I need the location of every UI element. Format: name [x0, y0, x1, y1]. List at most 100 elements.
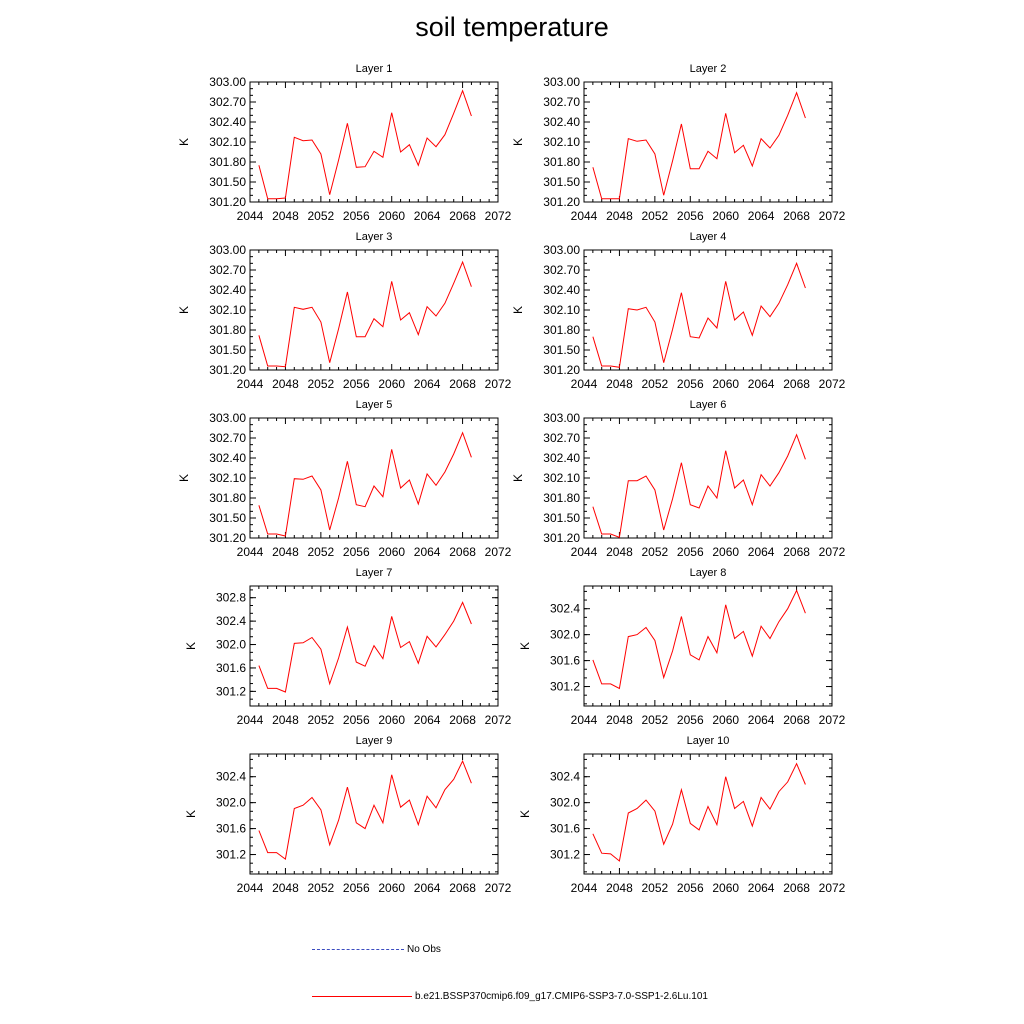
x-tick-label: 2044: [237, 209, 264, 223]
y-tick-label: 302.0: [550, 796, 580, 810]
x-tick-label: 2072: [485, 713, 512, 727]
y-tick-label: 301.50: [209, 511, 246, 525]
y-tick-label: 302.40: [543, 283, 580, 297]
x-tick-label: 2068: [783, 713, 810, 727]
chart-title: Layer 1: [356, 63, 393, 75]
chart-panel-5: Layer 5 2044 2048 2052 2056 2060 2064 2068 2072 3…: [177, 399, 512, 559]
x-tick-label: 2060: [712, 545, 739, 559]
series-line-1: [258, 759, 472, 860]
y-tick-label: 302.10: [209, 135, 246, 149]
y-tick-label: 302.10: [209, 471, 246, 485]
x-tick-label: 2068: [449, 209, 476, 223]
plot-frame: [249, 753, 499, 875]
y-tick-label: 303.00: [543, 411, 580, 425]
y-tick-label: 302.70: [209, 263, 246, 277]
y-tick-label: 301.50: [543, 175, 580, 189]
x-tick-label: 2044: [237, 881, 264, 895]
y-tick-label: 301.6: [550, 822, 580, 836]
y-tick-label: 302.10: [543, 303, 580, 317]
y-tick-label: 302.4: [550, 770, 580, 784]
x-tick-label: 2072: [485, 881, 512, 895]
chart-panel-4: Layer 4 2044 2048 2052 2056 2060 2064 2068 2072 3…: [511, 231, 846, 391]
x-tick-label: 2044: [571, 881, 598, 895]
x-tick-label: 2052: [642, 545, 669, 559]
y-tick-label: 301.80: [209, 155, 246, 169]
chart-panel-9: Layer 9 2044 2048 2052 2056 2060 2064 2068 2072 3…: [184, 735, 512, 895]
y-tick-label: 302.70: [209, 431, 246, 445]
x-tick-label: 2044: [571, 209, 598, 223]
x-tick-label: 2072: [485, 209, 512, 223]
chart-title: Layer 5: [356, 399, 393, 411]
y-tick-label: 302.4: [216, 770, 246, 784]
legend-label-no-obs: No Obs: [407, 944, 441, 955]
series-line-1: [592, 762, 806, 862]
y-tick-label: 302.40: [543, 451, 580, 465]
x-tick-label: 2064: [414, 545, 441, 559]
x-tick-label: 2048: [272, 545, 299, 559]
x-tick-label: 2044: [571, 713, 598, 727]
y-axis-label: K: [177, 474, 191, 482]
x-tick-label: 2072: [485, 377, 512, 391]
chart-title: Layer 3: [356, 231, 393, 243]
y-tick-label: 302.4: [216, 614, 246, 628]
x-tick-label: 2060: [378, 713, 405, 727]
y-tick-label: 301.2: [550, 680, 580, 694]
chart-panel-7: Layer 7 2044 2048 2052 2056 2060 2064 2068 2072 3…: [184, 567, 512, 727]
y-axis-label: K: [177, 306, 191, 314]
y-tick-label: 301.2: [216, 848, 246, 862]
y-tick-label: 301.20: [543, 531, 580, 545]
x-tick-label: 2064: [748, 377, 775, 391]
x-tick-label: 2068: [783, 377, 810, 391]
series-line-1: [258, 89, 472, 200]
x-tick-label: 2060: [712, 209, 739, 223]
y-axis-label: K: [511, 138, 525, 146]
plot-frame: [583, 417, 833, 539]
plot-frame: [583, 753, 833, 875]
x-tick-label: 2056: [677, 377, 704, 391]
series-line-1: [592, 589, 806, 690]
y-axis-label: K: [184, 642, 198, 650]
x-tick-label: 2072: [819, 377, 846, 391]
chart-title: Layer 8: [690, 567, 727, 579]
y-tick-label: 302.70: [209, 95, 246, 109]
series-line-1: [258, 260, 472, 368]
x-tick-label: 2072: [819, 881, 846, 895]
x-tick-label: 2064: [414, 881, 441, 895]
x-tick-label: 2068: [783, 545, 810, 559]
x-tick-label: 2064: [748, 713, 775, 727]
y-tick-label: 301.6: [216, 661, 246, 675]
y-tick-label: 302.70: [543, 95, 580, 109]
x-tick-label: 2060: [378, 209, 405, 223]
y-tick-label: 302.40: [543, 115, 580, 129]
x-tick-label: 2044: [237, 713, 264, 727]
x-tick-label: 2044: [571, 377, 598, 391]
y-tick-label: 302.0: [550, 628, 580, 642]
y-tick-label: 302.4: [550, 602, 580, 616]
x-tick-label: 2056: [677, 881, 704, 895]
x-tick-label: 2044: [237, 545, 264, 559]
legend-label-model-run: b.e21.BSSP370cmip6.f09_g17.CMIP6-SSP3-7.…: [415, 991, 708, 1002]
y-tick-label: 301.20: [209, 195, 246, 209]
x-tick-label: 2060: [378, 545, 405, 559]
y-tick-label: 302.10: [543, 471, 580, 485]
x-tick-label: 2048: [606, 377, 633, 391]
plot-frame: [583, 585, 833, 707]
x-tick-label: 2064: [748, 209, 775, 223]
chart-panel-6: Layer 6 2044 2048 2052 2056 2060 2064 2068 2072 3…: [511, 399, 846, 559]
y-tick-label: 301.2: [550, 848, 580, 862]
chart-panel-10: Layer 10 2044 2048 2052 2056 2060 2064 2068 2072…: [518, 735, 846, 895]
y-axis-label: K: [511, 474, 525, 482]
y-tick-label: 302.70: [543, 431, 580, 445]
y-axis-label: K: [177, 138, 191, 146]
chart-panel-8: Layer 8 2044 2048 2052 2056 2060 2064 2068 2072 3…: [518, 567, 846, 727]
x-tick-label: 2068: [449, 881, 476, 895]
y-tick-label: 301.50: [209, 343, 246, 357]
y-axis-label: K: [518, 810, 532, 818]
chart-panel-2: Layer 2 2044 2048 2052 2056 2060 2064 2068 2072 3…: [511, 63, 846, 223]
x-tick-label: 2052: [308, 881, 335, 895]
x-tick-label: 2060: [378, 377, 405, 391]
x-tick-label: 2060: [712, 881, 739, 895]
y-tick-label: 301.20: [209, 531, 246, 545]
y-tick-label: 303.00: [209, 243, 246, 257]
x-tick-label: 2064: [414, 209, 441, 223]
